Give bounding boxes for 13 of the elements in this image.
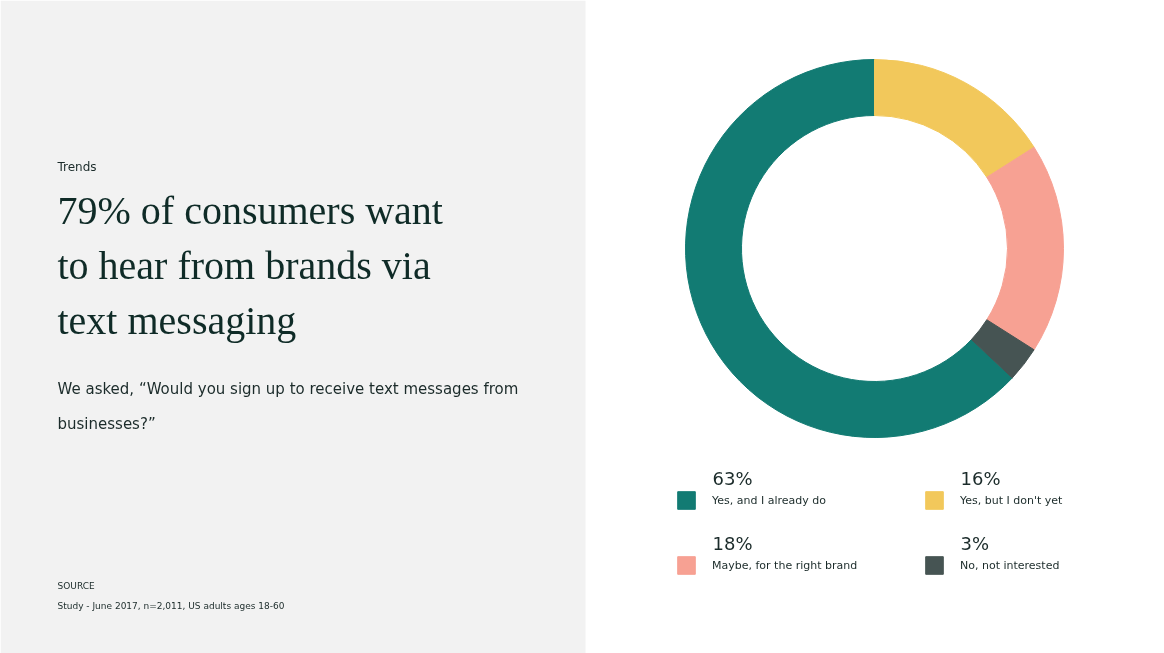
data-label: 63% bbox=[712, 468, 753, 489]
data-label: 16% bbox=[960, 468, 1001, 489]
text: Study - June 2017, n=2,011, US adults ages 18-60 bbox=[57, 600, 285, 611]
legend-label: Yes, but I don't yet bbox=[960, 492, 1063, 509]
text: SOURCE bbox=[57, 580, 95, 591]
text: 79% of consumers want to hear from brands via text messaging bbox=[57, 188, 443, 343]
legend-label: No, not interested bbox=[960, 557, 1060, 574]
legend-label: Maybe, for the right brand bbox=[712, 557, 858, 574]
legend-label: Yes, and I already do bbox=[712, 492, 826, 509]
data-label: 18% bbox=[712, 533, 753, 554]
data-label: 3% bbox=[960, 533, 990, 554]
text: We asked, “Would you sign up to receive text messages from businesses?” bbox=[57, 379, 519, 433]
text: Trends bbox=[56, 159, 97, 174]
